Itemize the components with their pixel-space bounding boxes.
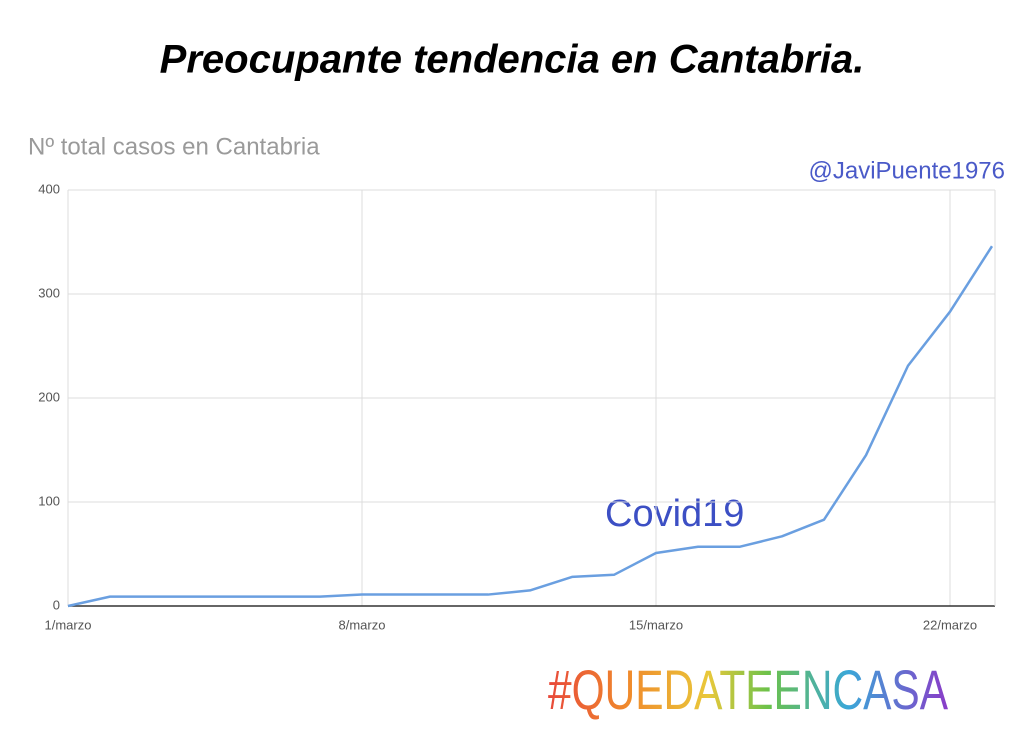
page-title: Preocupante tendencia en Cantabria. — [160, 38, 865, 82]
chart-title: Nº total casos en Cantabria — [28, 133, 320, 160]
y-tick-label: 200 — [38, 389, 60, 404]
x-tick-label: 8/marzo — [339, 617, 386, 632]
y-tick-label: 100 — [38, 493, 60, 508]
x-tick-label: 1/marzo — [45, 617, 92, 632]
y-tick-label: 0 — [53, 597, 60, 612]
series-line — [67, 245, 994, 608]
y-tick-label: 400 — [38, 181, 60, 196]
series-annotation: Covid19 — [605, 493, 744, 535]
x-tick-label: 15/marzo — [629, 617, 683, 632]
author-annotation: @JaviPuente1976 — [809, 157, 1006, 184]
hashtag: #QUEDATEENCASA — [548, 658, 948, 721]
y-tick-label: 300 — [38, 285, 60, 300]
x-tick-label: 22/marzo — [923, 617, 977, 632]
